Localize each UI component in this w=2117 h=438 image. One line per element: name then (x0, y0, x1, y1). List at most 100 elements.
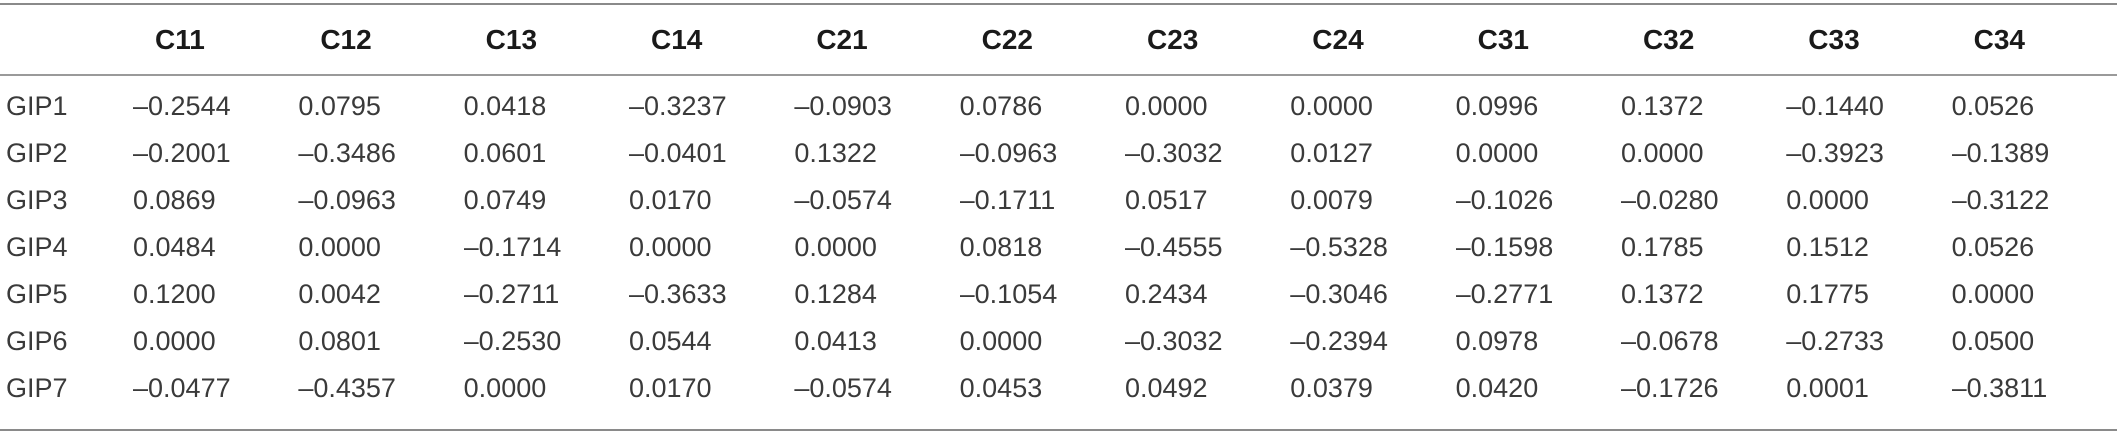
table-cell: 0.0000 (794, 232, 877, 262)
table-cell: 0.2434 (1124, 279, 1208, 309)
table-row: GIP6 0.0000 0.0801 –0.2530 0.0544 0.0413 0.000… (0, 318, 2117, 365)
table-cell: 0.0000 (298, 232, 381, 262)
table-cell: –0.0678 (1620, 326, 1719, 356)
column-header-c31: C31 (1477, 24, 1529, 55)
table-cell: –0.2530 (463, 326, 562, 356)
table-cell: 0.0601 (463, 138, 547, 168)
table-cell: 0.0001 (1786, 373, 1869, 403)
table-header: C11 C12 C13 C14 C21 C22 C23 C24 C31 C32 C33 C34 (0, 5, 2117, 75)
table-row: GIP4 0.0484 0.0000 –0.1714 0.0000 0.0000 0.081… (0, 224, 2117, 271)
column-header-c34: C34 (1973, 24, 2025, 55)
table-cell: 0.0000 (1620, 138, 1704, 168)
table-cell: 0.0079 (1290, 185, 1373, 215)
row-label: GIP2 (6, 138, 68, 168)
table-cell: 0.0801 (298, 326, 381, 356)
table-cell: –0.2771 (1455, 279, 1554, 309)
column-header-c22: C22 (981, 24, 1034, 55)
row-label: GIP1 (6, 91, 68, 121)
data-table: C11 C12 C13 C14 C21 C22 C23 C24 C31 C32 C33 C34 GIP… (0, 5, 2117, 412)
table-cell: 0.1284 (794, 279, 877, 309)
table-cell: 0.0000 (1951, 279, 2035, 309)
table-cell: –0.2733 (1786, 326, 1884, 356)
column-header-c14: C14 (650, 24, 703, 55)
table-cell: –0.1714 (463, 232, 562, 262)
table-row: GIP1 –0.2544 0.0795 0.0418 –0.3237 –0.0903 0.0… (0, 75, 2117, 130)
column-header-c13: C13 (485, 24, 538, 55)
table-cell: 0.1775 (1786, 279, 1869, 309)
table-cell: 0.0000 (133, 326, 216, 356)
table-cell: 0.0544 (628, 326, 712, 356)
table-cell: –0.5328 (1290, 232, 1388, 262)
table-cell: –0.1389 (1951, 138, 2050, 168)
column-header-c24: C24 (1312, 24, 1364, 55)
column-header-c32: C32 (1642, 24, 1695, 55)
table-cell: –0.0280 (1620, 185, 1719, 215)
table-cell: 0.0786 (959, 91, 1043, 121)
table-cell: –0.3122 (1951, 185, 2050, 215)
table-cell: –0.3032 (1124, 326, 1223, 356)
table-cell: –0.2001 (133, 138, 231, 168)
table-cell: 0.0500 (1951, 326, 2035, 356)
row-label: GIP6 (6, 326, 68, 356)
corner-cell (0, 5, 133, 75)
table-cell: 0.0379 (1290, 373, 1373, 403)
table-cell: –0.1440 (1786, 91, 1884, 121)
table-cell: 0.0492 (1124, 373, 1208, 403)
table-cell: –0.4555 (1124, 232, 1223, 262)
table-cell: –0.0574 (794, 373, 892, 403)
table-cell: 0.0413 (794, 326, 877, 356)
table-cell: 0.0042 (298, 279, 381, 309)
table-cell: –0.1711 (959, 185, 1056, 215)
table-cell: –0.4357 (298, 373, 396, 403)
table-cell: 0.0000 (1786, 185, 1869, 215)
column-header-c12: C12 (320, 24, 372, 55)
table-cell: –0.2394 (1290, 326, 1388, 356)
table-cell: –0.1026 (1455, 185, 1554, 215)
table-cell: –0.1598 (1455, 232, 1554, 262)
table-cell: –0.0574 (794, 185, 892, 215)
table-cell: 0.1785 (1620, 232, 1704, 262)
table-cell: –0.2544 (133, 91, 231, 121)
table-cell: 0.0517 (1124, 185, 1208, 215)
table-cell: –0.0963 (298, 185, 396, 215)
table-cell: 0.0526 (1951, 91, 2035, 121)
table-cell: 0.1372 (1620, 279, 1704, 309)
column-header-c11: C11 (155, 24, 205, 55)
row-label: GIP3 (6, 185, 68, 215)
column-header-c23: C23 (1146, 24, 1199, 55)
table-row: GIP2 –0.2001 –0.3486 0.0601 –0.0401 0.1322 –0.… (0, 130, 2117, 177)
table-row: GIP3 0.0869 –0.0963 0.0749 0.0170 –0.0574 –0.1… (0, 177, 2117, 224)
table-cell: –0.0963 (959, 138, 1058, 168)
table-cell: 0.1322 (794, 138, 877, 168)
table-cell: 0.0418 (463, 91, 547, 121)
table-cell: –0.3486 (298, 138, 396, 168)
table-cell: –0.3923 (1786, 138, 1884, 168)
table-cell: 0.0170 (628, 373, 712, 403)
table-cell: 0.0996 (1455, 91, 1539, 121)
table-row: GIP5 0.1200 0.0042 –0.2711 –0.3633 0.1284 –0.1… (0, 271, 2117, 318)
table-cell: –0.3237 (628, 91, 727, 121)
header-row: C11 C12 C13 C14 C21 C22 C23 C24 C31 C32 C33 C34 (0, 5, 2117, 75)
table-cell: 0.0420 (1455, 373, 1539, 403)
table-cell: 0.0000 (959, 326, 1043, 356)
row-label: GIP7 (6, 373, 68, 403)
table-cell: 0.1200 (133, 279, 216, 309)
table-cell: –0.1726 (1620, 373, 1719, 403)
row-label: GIP4 (6, 232, 68, 262)
table-cell: 0.1512 (1786, 232, 1869, 262)
table-cell: 0.0170 (628, 185, 712, 215)
table-cell: –0.0903 (794, 91, 892, 121)
table-cell: 0.0869 (133, 185, 216, 215)
table-cell: 0.0000 (1124, 91, 1208, 121)
table-body: GIP1 –0.2544 0.0795 0.0418 –0.3237 –0.0903 0.0… (0, 75, 2117, 412)
table-cell: 0.0000 (1455, 138, 1539, 168)
table-cell: 0.0818 (959, 232, 1043, 262)
table-bottom-rule (0, 429, 2117, 431)
table-cell: –0.2711 (463, 279, 560, 309)
table-cell: 0.0000 (1290, 91, 1373, 121)
table-cell: 0.0453 (959, 373, 1043, 403)
table-cell: 0.0795 (298, 91, 381, 121)
table-cell: –0.3046 (1290, 279, 1388, 309)
table-cell: 0.0749 (463, 185, 547, 215)
table-cell: –0.0477 (133, 373, 231, 403)
